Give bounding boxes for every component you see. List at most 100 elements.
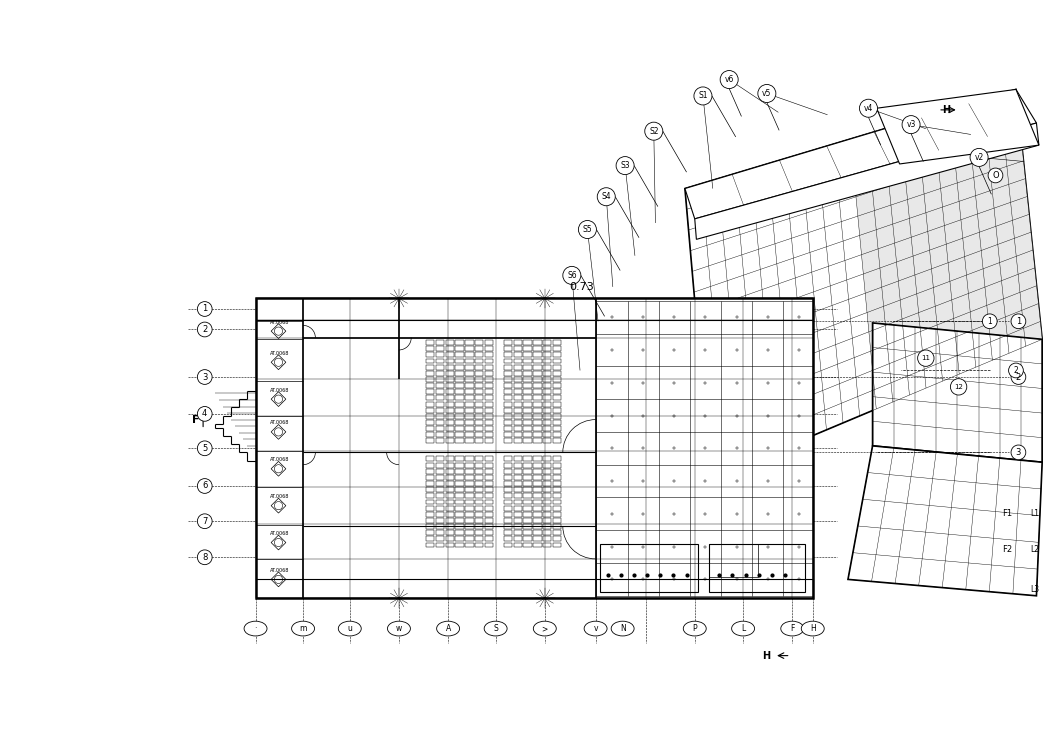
Circle shape: [720, 71, 738, 89]
Bar: [465, 396, 474, 400]
Bar: [513, 469, 522, 474]
Bar: [553, 499, 561, 504]
Text: S2: S2: [649, 127, 658, 136]
Bar: [426, 432, 434, 437]
Bar: [426, 420, 434, 425]
Bar: [504, 383, 512, 388]
Text: v4: v4: [864, 104, 873, 112]
Text: 0.73: 0.73: [569, 282, 595, 292]
Bar: [445, 432, 454, 437]
Bar: [436, 340, 444, 345]
Bar: [524, 542, 532, 548]
Bar: [553, 493, 561, 498]
Bar: [485, 402, 493, 407]
Bar: [524, 506, 532, 510]
Circle shape: [918, 350, 935, 367]
Bar: [504, 457, 512, 461]
Bar: [504, 506, 512, 510]
Ellipse shape: [338, 621, 361, 636]
Bar: [513, 402, 522, 407]
Bar: [533, 365, 541, 370]
Bar: [436, 408, 444, 413]
Bar: [426, 499, 434, 504]
Bar: [426, 512, 434, 517]
Text: AT.0068: AT.0068: [270, 387, 290, 393]
Bar: [533, 383, 541, 388]
Bar: [426, 340, 434, 345]
Bar: [445, 340, 454, 345]
Bar: [456, 469, 464, 474]
Bar: [445, 383, 454, 388]
Text: 2: 2: [1014, 366, 1018, 375]
Circle shape: [1011, 314, 1026, 329]
Bar: [456, 506, 464, 510]
Bar: [465, 463, 474, 468]
Bar: [445, 390, 454, 394]
Bar: [476, 365, 483, 370]
Bar: [456, 346, 464, 351]
Bar: [524, 512, 532, 517]
Bar: [543, 463, 552, 468]
Bar: [465, 487, 474, 492]
Text: F: F: [193, 415, 200, 425]
Bar: [543, 432, 552, 437]
Bar: [504, 542, 512, 548]
Ellipse shape: [533, 621, 556, 636]
Text: L: L: [741, 624, 745, 633]
Bar: [485, 506, 493, 510]
Bar: [436, 414, 444, 419]
Bar: [476, 432, 483, 437]
Bar: [445, 536, 454, 542]
Bar: [513, 518, 522, 523]
Bar: [553, 408, 561, 413]
Circle shape: [1011, 445, 1026, 460]
Bar: [465, 512, 474, 517]
Bar: [436, 487, 444, 492]
Bar: [553, 469, 561, 474]
Bar: [708, 544, 758, 577]
Bar: [533, 518, 541, 523]
Bar: [465, 432, 474, 437]
Bar: [465, 340, 474, 345]
Bar: [476, 469, 483, 474]
Bar: [553, 383, 561, 388]
Bar: [524, 493, 532, 498]
Bar: [524, 358, 532, 364]
Bar: [476, 358, 483, 364]
Bar: [513, 352, 522, 358]
Bar: [543, 457, 552, 461]
Text: m: m: [299, 624, 307, 633]
Bar: [513, 536, 522, 542]
Bar: [513, 377, 522, 382]
Bar: [543, 469, 552, 474]
Bar: [465, 420, 474, 425]
Bar: [476, 506, 483, 510]
Bar: [513, 390, 522, 394]
Bar: [524, 396, 532, 400]
Bar: [504, 499, 512, 504]
Bar: [426, 383, 434, 388]
Circle shape: [983, 314, 997, 329]
Bar: [436, 512, 444, 517]
Bar: [465, 518, 474, 523]
Circle shape: [197, 550, 212, 565]
Bar: [436, 346, 444, 351]
Bar: [504, 371, 512, 375]
Bar: [524, 340, 532, 345]
Bar: [543, 402, 552, 407]
Bar: [513, 463, 522, 468]
Bar: [533, 340, 541, 345]
Bar: [504, 439, 512, 443]
Bar: [513, 506, 522, 510]
Bar: [445, 457, 454, 461]
Bar: [465, 530, 474, 535]
Bar: [513, 414, 522, 419]
Bar: [513, 524, 522, 529]
Bar: [456, 499, 464, 504]
Bar: [426, 365, 434, 370]
Text: AT.0068: AT.0068: [270, 494, 290, 499]
Text: AT.0068: AT.0068: [270, 457, 290, 462]
Bar: [476, 536, 483, 542]
Bar: [533, 506, 541, 510]
Bar: [553, 530, 561, 535]
